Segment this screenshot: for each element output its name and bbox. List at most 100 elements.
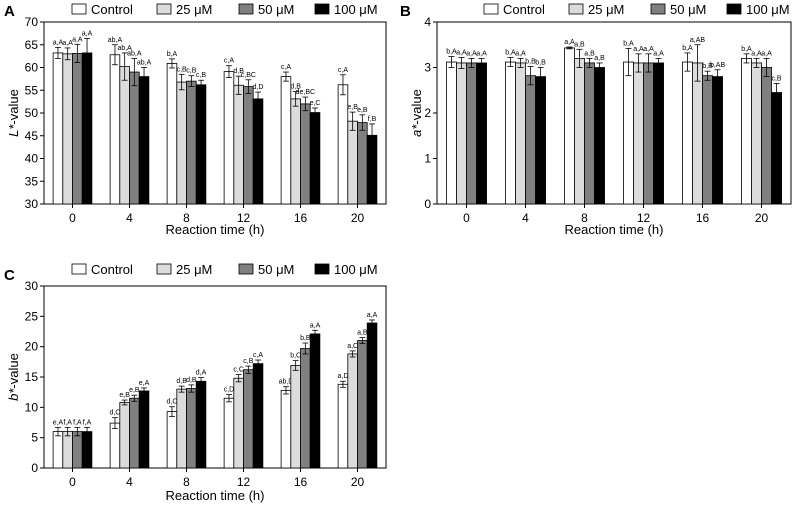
- bar: [233, 377, 244, 469]
- legend: Control 25 μM 50 μM 100 μM: [71, 262, 378, 277]
- significance-label: b,B: [702, 63, 713, 70]
- y-axis-label-rest: -value: [6, 89, 21, 124]
- panel-letter: C: [4, 267, 15, 284]
- significance-label: a,A: [564, 39, 575, 46]
- bar: [223, 71, 235, 205]
- bar: [195, 84, 207, 205]
- significance-label: a,A: [53, 39, 64, 46]
- bar: [52, 52, 64, 205]
- legend-label: Control: [503, 2, 545, 17]
- y-axis-label-italic: b*: [6, 388, 21, 401]
- bar: [129, 397, 140, 469]
- bar: [166, 411, 178, 469]
- bar: [62, 53, 73, 205]
- bar: [712, 76, 723, 205]
- bar: [129, 71, 140, 205]
- significance-label: a,A: [653, 50, 664, 57]
- bar: [72, 52, 83, 205]
- panel-letter: B: [400, 3, 411, 20]
- y-tick-label: 30: [25, 279, 39, 293]
- significance-label: c,C: [233, 367, 244, 374]
- bar: [243, 86, 254, 205]
- y-axis-label-italic: L*: [6, 124, 21, 137]
- significance-label: a,A: [761, 50, 772, 57]
- significance-label: f,A: [73, 419, 82, 426]
- bar: [176, 81, 187, 205]
- significance-label: e,B: [347, 104, 358, 111]
- bar: [280, 389, 292, 469]
- y-tick-label: 0: [31, 461, 38, 475]
- x-tick-label: 20: [351, 211, 365, 225]
- legend-label: 25 μM: [588, 2, 624, 17]
- legend: Control 25 μM 50 μM 100 μM: [71, 2, 378, 17]
- x-tick-label: 0: [463, 211, 470, 225]
- y-tick-label: 35: [25, 174, 39, 188]
- bar: [290, 98, 301, 205]
- significance-label: de,BC: [296, 89, 315, 96]
- y-axis-label: a*-value: [409, 89, 424, 137]
- significance-label: c,A: [224, 58, 234, 65]
- significance-label: d,B: [176, 378, 187, 385]
- bar: [761, 67, 772, 205]
- legend-swatch: [71, 3, 87, 15]
- significance-label: d,B: [186, 377, 197, 384]
- significance-label: c,A: [338, 67, 348, 74]
- bar: [623, 61, 634, 205]
- significance-label: e,B: [357, 107, 368, 114]
- significance-label: b,A: [505, 49, 516, 56]
- significance-label: c,B: [196, 72, 206, 79]
- significance-label: b,AB: [710, 62, 726, 69]
- x-tick-label: 16: [294, 475, 308, 489]
- x-tick-label: 4: [126, 475, 133, 489]
- significance-label: b,B: [300, 335, 311, 342]
- significance-label: ab,D: [279, 379, 294, 386]
- significance-label: a,A: [72, 36, 83, 43]
- x-tick-label: 8: [183, 475, 190, 489]
- y-axis-label-rest: -value: [6, 353, 21, 388]
- bar: [525, 75, 536, 205]
- legend-label: 25 μM: [176, 262, 212, 277]
- significance-label: a,A: [456, 49, 467, 56]
- significance-label: ab,A: [108, 37, 123, 44]
- bar: [702, 75, 713, 205]
- x-tick-label: 4: [522, 211, 529, 225]
- significance-label: a,B: [574, 41, 585, 48]
- y-tick-label: 50: [25, 106, 39, 120]
- significance-label: a,A: [82, 30, 93, 37]
- x-tick-label: 20: [755, 211, 769, 225]
- y-tick-label: 15: [25, 370, 39, 384]
- y-tick-label: 30: [25, 197, 39, 211]
- bar: [535, 76, 546, 205]
- x-tick-label: 12: [237, 211, 251, 225]
- significance-label: e,B: [129, 387, 140, 394]
- significance-label: c,B: [186, 68, 196, 75]
- y-tick-label: 4: [424, 15, 431, 29]
- panel-letter: A: [4, 3, 15, 20]
- bar: [72, 431, 83, 469]
- legend-label: 50 μM: [670, 2, 706, 17]
- significance-label: c,B: [177, 66, 187, 73]
- bar: [62, 431, 73, 469]
- significance-label: b,A: [741, 46, 752, 53]
- significance-label: d,C: [110, 410, 121, 417]
- significance-label: c,A: [281, 64, 291, 71]
- x-axis-label: Reaction time (h): [166, 222, 265, 237]
- bar: [741, 58, 752, 205]
- x-tick-label: 20: [351, 475, 365, 489]
- y-tick-label: 5: [31, 431, 38, 445]
- bar: [584, 62, 595, 205]
- significance-label: b,A: [167, 51, 178, 58]
- bar: [233, 84, 244, 205]
- significance-label: ab,A: [137, 60, 152, 67]
- significance-label: a,A: [62, 40, 73, 47]
- legend-label: 100 μM: [334, 262, 378, 277]
- bar: [52, 431, 64, 469]
- significance-label: d,B: [290, 84, 301, 91]
- bar: [186, 388, 197, 469]
- legend-swatch: [71, 263, 87, 275]
- bar: [109, 422, 121, 469]
- y-tick-label: 20: [25, 340, 39, 354]
- bar: [252, 363, 264, 469]
- y-tick-label: 1: [424, 152, 431, 166]
